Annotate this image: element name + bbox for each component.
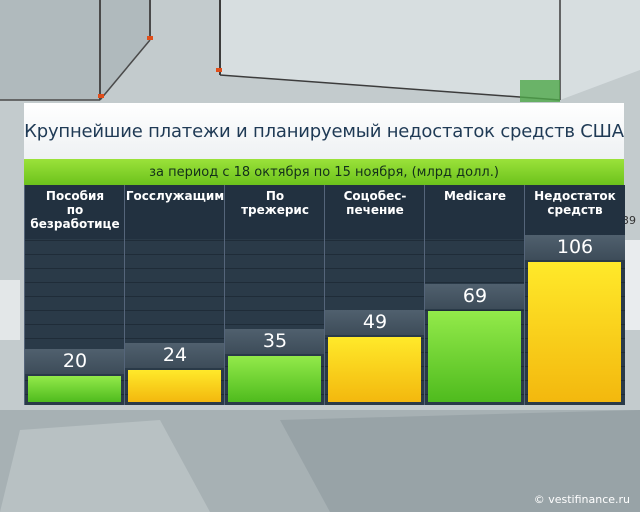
- subtitle-bar: за период с 18 октября по 15 ноября, (мл…: [24, 159, 624, 185]
- value-label: 20: [25, 349, 125, 374]
- title-bar: Крупнейшие платежи и планируемый недоста…: [24, 103, 624, 159]
- category-label-line: Пособия: [45, 189, 105, 203]
- category-label: Соцобес-печение: [325, 185, 425, 239]
- category-label-line: печение: [346, 203, 404, 217]
- category-label-line: По: [265, 189, 285, 203]
- chart-panel: Крупнейшие платежи и планируемый недоста…: [24, 103, 625, 405]
- side-number: 39: [622, 214, 636, 227]
- category-label-line: Госслужащим: [125, 189, 225, 203]
- bar-column: Medicare 69: [424, 185, 525, 405]
- category-label-line: безработице: [30, 217, 120, 231]
- bar-column: Пособия по безработице 20: [24, 185, 125, 405]
- value-label: 24: [125, 343, 225, 368]
- bar-column: Недостаток средств 106: [524, 185, 625, 405]
- bar-column: По трежерис 35: [224, 185, 325, 405]
- source-credit: © vestifinance.ru: [533, 493, 630, 506]
- category-label-line: Недостаток: [534, 189, 616, 203]
- bar: [28, 376, 121, 402]
- category-label: По трежерис: [225, 185, 325, 239]
- bar: [528, 262, 621, 402]
- value-label: 49: [325, 310, 425, 335]
- category-label-line: Соцобес-: [343, 189, 407, 203]
- category-label: Medicare: [425, 185, 525, 239]
- chart-title: Крупнейшие платежи и планируемый недоста…: [24, 120, 624, 142]
- value-label: 69: [425, 284, 525, 309]
- category-label: Пособия по безработице: [25, 185, 125, 239]
- bar: [128, 370, 221, 402]
- category-label: Недостаток средств: [525, 185, 625, 239]
- chart-subtitle: за период с 18 октября по 15 ноября, (мл…: [149, 164, 499, 180]
- category-label-line: средств: [547, 203, 603, 217]
- category-label-line: Medicare: [443, 189, 507, 203]
- category-label: Госслужащим: [125, 185, 225, 239]
- bar-column: Госслужащим 24: [124, 185, 225, 405]
- category-label-line: трежерис: [241, 203, 309, 217]
- value-label: 106: [525, 235, 625, 260]
- bar: [328, 337, 421, 402]
- bar-column: Соцобес-печение 49: [324, 185, 425, 405]
- chart-area: Пособия по безработице 20 Госслужащим 24 По тре…: [24, 185, 625, 405]
- bar: [228, 356, 321, 402]
- category-label-line: по: [66, 203, 84, 217]
- value-label: 35: [225, 329, 325, 354]
- bar: [428, 311, 521, 402]
